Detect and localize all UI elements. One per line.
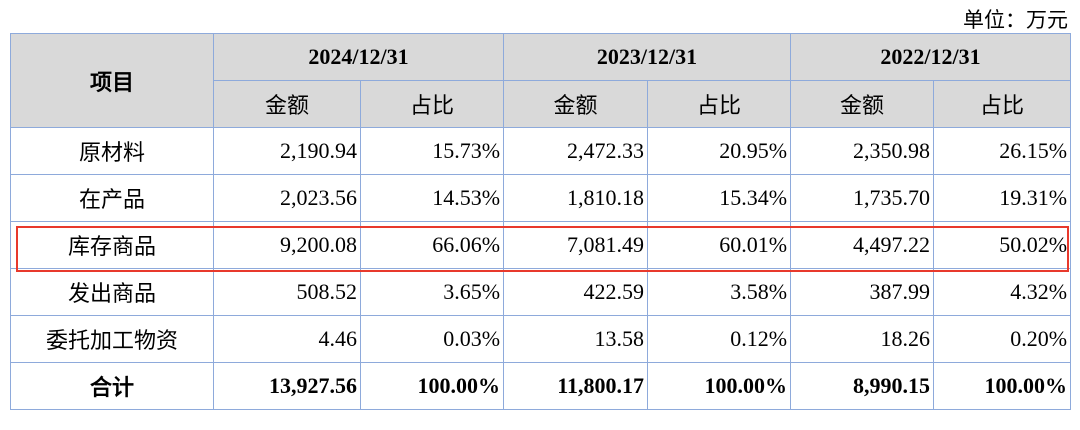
- table-row: 委托加工物资 4.46 0.03% 13.58 0.12% 18.26 0.20%: [10, 315, 1072, 363]
- ratio-cell: 100.00%: [933, 362, 1072, 410]
- amount-cell: 2,023.56: [213, 174, 361, 222]
- amount-cell: 18.26: [790, 315, 935, 363]
- ratio-cell: 0.03%: [359, 315, 505, 363]
- row-name: 发出商品: [10, 268, 214, 316]
- header-ratio: 占比: [933, 80, 1072, 128]
- row-name: 合计: [10, 362, 214, 410]
- ratio-cell: 15.34%: [647, 174, 792, 222]
- header-period: 2024/12/31: [212, 33, 505, 81]
- amount-cell: 8,990.15: [790, 362, 935, 410]
- amount-cell: 2,350.98: [790, 127, 935, 175]
- table-row: 原材料 2,190.94 15.73% 2,472.33 20.95% 2,350.98 2…: [10, 127, 1072, 175]
- ratio-cell: 100.00%: [359, 362, 505, 410]
- ratio-cell: 66.06%: [359, 221, 505, 269]
- amount-cell: 2,472.33: [503, 127, 649, 175]
- row-name: 原材料: [10, 127, 214, 175]
- inventory-table: 项目 2024/12/31 2023/12/31 2022/12/31 金额 占…: [10, 33, 1072, 410]
- ratio-cell: 4.32%: [933, 268, 1072, 316]
- header-amount: 金额: [503, 80, 649, 128]
- row-name: 在产品: [10, 174, 214, 222]
- total-row: 合计 13,927.56 100.00% 11,800.17 100.00% 8,990.…: [10, 362, 1072, 410]
- amount-cell: 508.52: [213, 268, 361, 316]
- header-ratio: 占比: [359, 80, 505, 128]
- header-period: 2022/12/31: [790, 33, 1072, 81]
- ratio-cell: 0.20%: [933, 315, 1072, 363]
- header-item: 项目: [10, 33, 214, 128]
- row-name: 库存商品: [10, 221, 214, 269]
- ratio-cell: 0.12%: [647, 315, 792, 363]
- amount-cell: 387.99: [790, 268, 935, 316]
- amount-cell: 422.59: [503, 268, 649, 316]
- amount-cell: 1,810.18: [503, 174, 649, 222]
- ratio-cell: 3.58%: [647, 268, 792, 316]
- ratio-cell: 100.00%: [647, 362, 792, 410]
- ratio-cell: 15.73%: [359, 127, 505, 175]
- row-name: 委托加工物资: [10, 315, 214, 363]
- table-row: 库存商品 9,200.08 66.06% 7,081.49 60.01% 4,497.22…: [10, 221, 1072, 269]
- amount-cell: 11,800.17: [503, 362, 649, 410]
- amount-cell: 7,081.49: [503, 221, 649, 269]
- amount-cell: 4.46: [213, 315, 361, 363]
- amount-cell: 13.58: [503, 315, 649, 363]
- ratio-cell: 50.02%: [933, 221, 1072, 269]
- ratio-cell: 26.15%: [933, 127, 1072, 175]
- header-period: 2023/12/31: [503, 33, 792, 81]
- unit-label: 单位：万元: [963, 8, 1068, 32]
- ratio-cell: 20.95%: [647, 127, 792, 175]
- ratio-cell: 60.01%: [647, 221, 792, 269]
- amount-cell: 4,497.22: [790, 221, 935, 269]
- amount-cell: 13,927.56: [213, 362, 361, 410]
- table-row: 在产品 2,023.56 14.53% 1,810.18 15.34% 1,735.70 1…: [10, 174, 1072, 222]
- amount-cell: 2,190.94: [213, 127, 361, 175]
- ratio-cell: 14.53%: [359, 174, 505, 222]
- header-amount: 金额: [790, 80, 935, 128]
- amount-cell: 9,200.08: [213, 221, 361, 269]
- header-amount: 金额: [213, 80, 361, 128]
- table-row: 发出商品 508.52 3.65% 422.59 3.58% 387.99 4.32%: [10, 268, 1072, 316]
- ratio-cell: 3.65%: [359, 268, 505, 316]
- header-ratio: 占比: [647, 80, 792, 128]
- amount-cell: 1,735.70: [790, 174, 935, 222]
- ratio-cell: 19.31%: [933, 174, 1072, 222]
